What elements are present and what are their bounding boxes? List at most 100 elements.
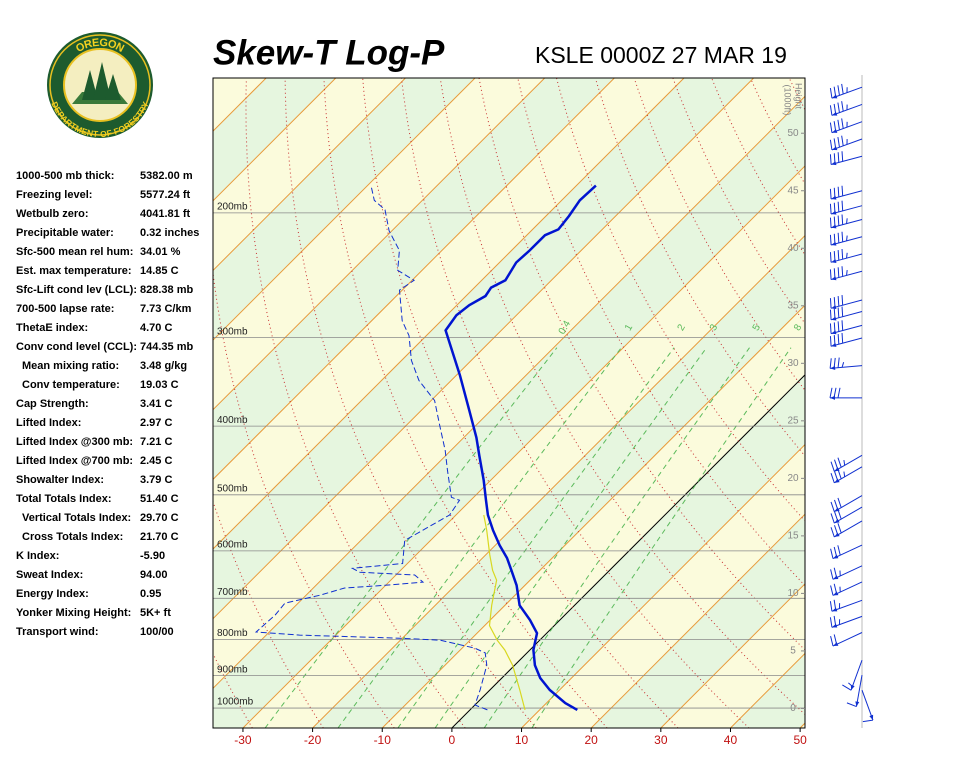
barb-head [831,224,837,229]
stat-label: Cap Strength: [16,398,89,410]
stat-value: 744.35 mb [140,341,193,353]
barb-feather [841,266,844,277]
barb-staff [832,581,863,596]
wind-barb [830,632,863,647]
x-tick-label: 0 [449,733,456,747]
isotherm [242,165,805,728]
y2-label: (1000ft) [783,84,793,115]
logo-tree [82,70,98,100]
barb-head [831,259,837,263]
wind-barb [829,357,863,370]
isotherm [213,78,337,202]
stat-label: Precipitable water: [16,227,114,239]
chart-subtitle: KSLE 0000Z 27 MAR 19 [535,42,787,68]
y-tick-label: 900mb [217,664,248,675]
stat-value: 2.97 C [140,417,172,429]
stat-label: Sweat Index: [16,569,83,581]
x-tick-label: 30 [654,733,668,747]
barb-head [834,518,840,524]
stat-value: 7.73 C/km [140,303,192,315]
stat-label: Mean mixing ratio: [22,360,119,372]
stat-label: 1000-500 mb thick: [16,170,114,182]
y2-tick-label: 50 [787,128,799,139]
wind-barb [829,387,862,400]
wind-barb [829,295,863,309]
barb-staff [830,205,863,215]
barb-feather [830,527,835,538]
barb-feather [837,387,841,398]
y-tick-label: 700mb [217,587,248,598]
barb-feather [841,320,844,331]
stat-value: 14.85 C [140,265,179,277]
temperature-band [213,96,805,728]
stat-label: Wetbulb zero: [16,208,89,220]
wind-barb [829,615,863,628]
barb-feather [841,151,844,162]
barb-head [831,161,837,166]
barb-feather [837,523,842,534]
stat-label: Lifted Index @700 mb: [16,455,133,467]
stat-value: 7.21 C [140,436,172,448]
wind-barb [829,151,863,166]
barb-feather [829,252,832,263]
stat-label: ThetaE index: [16,322,88,334]
dry-adiabat [213,269,395,728]
x-tick-label: 40 [724,733,738,747]
barb-staff [830,190,863,200]
x-tick-label: 50 [793,733,807,747]
x-tick-label: 10 [515,733,529,747]
dry-adiabat [867,78,960,728]
barb-head [830,395,835,400]
barb-feather [829,323,832,334]
barb-feather [841,83,844,95]
mixing-ratio-line [397,347,675,728]
barb-head [831,330,837,335]
stat-value: 0.32 inches [140,227,199,239]
barb-feather [837,232,840,244]
stat-value: 51.40 C [140,493,179,505]
barb-head [831,316,837,321]
barb-feather [846,702,857,708]
stat-value: 3.48 g/kg [140,360,187,372]
barb-feather [837,457,842,468]
stat-label: Yonker Mixing Height: [16,607,131,619]
barb-feather [837,250,840,261]
stat-label: 700-500 lapse rate: [16,303,114,315]
stat-label: Est. max temperature: [16,265,132,277]
barb-staff [831,599,863,612]
stat-label: Conv temperature: [22,379,120,391]
stat-value: -5.90 [140,550,165,562]
stat-label: Energy Index: [16,588,89,600]
barb-feather [837,137,840,148]
barb-feather [843,459,846,466]
dry-adiabat [594,78,805,457]
y2-tick-label: 10 [787,588,799,599]
y2-tick-label: 40 [787,243,799,254]
stat-label: Cross Totals Index: [22,531,123,543]
barb-feather [846,218,848,224]
wind-barb [829,320,863,335]
barb-feather [837,357,840,368]
mixing-ratio-line [434,347,708,728]
isotherm [312,234,805,728]
mixing-ratio-line [531,347,792,728]
wind-barb [842,659,863,691]
wind-barb [829,101,863,116]
stat-label: Lifted Index @300 mb: [16,436,133,448]
dry-adiabat [906,78,960,728]
isotherm [213,78,476,341]
x-tick-label: -10 [374,733,392,747]
barb-feather [829,309,832,320]
wind-barb [829,185,863,200]
barb-feather [829,139,833,150]
stat-label: Freezing level: [16,189,92,201]
x-tick-label: -30 [234,733,252,747]
stat-label: Sfc-Lift cond lev (LCL): [16,284,137,296]
barb-head [834,478,840,483]
stat-value: 100/00 [140,626,174,638]
y-tick-label: 600mb [217,540,248,551]
wind-barb [829,118,863,134]
barb-feather [841,214,844,225]
barb-head [831,129,838,133]
